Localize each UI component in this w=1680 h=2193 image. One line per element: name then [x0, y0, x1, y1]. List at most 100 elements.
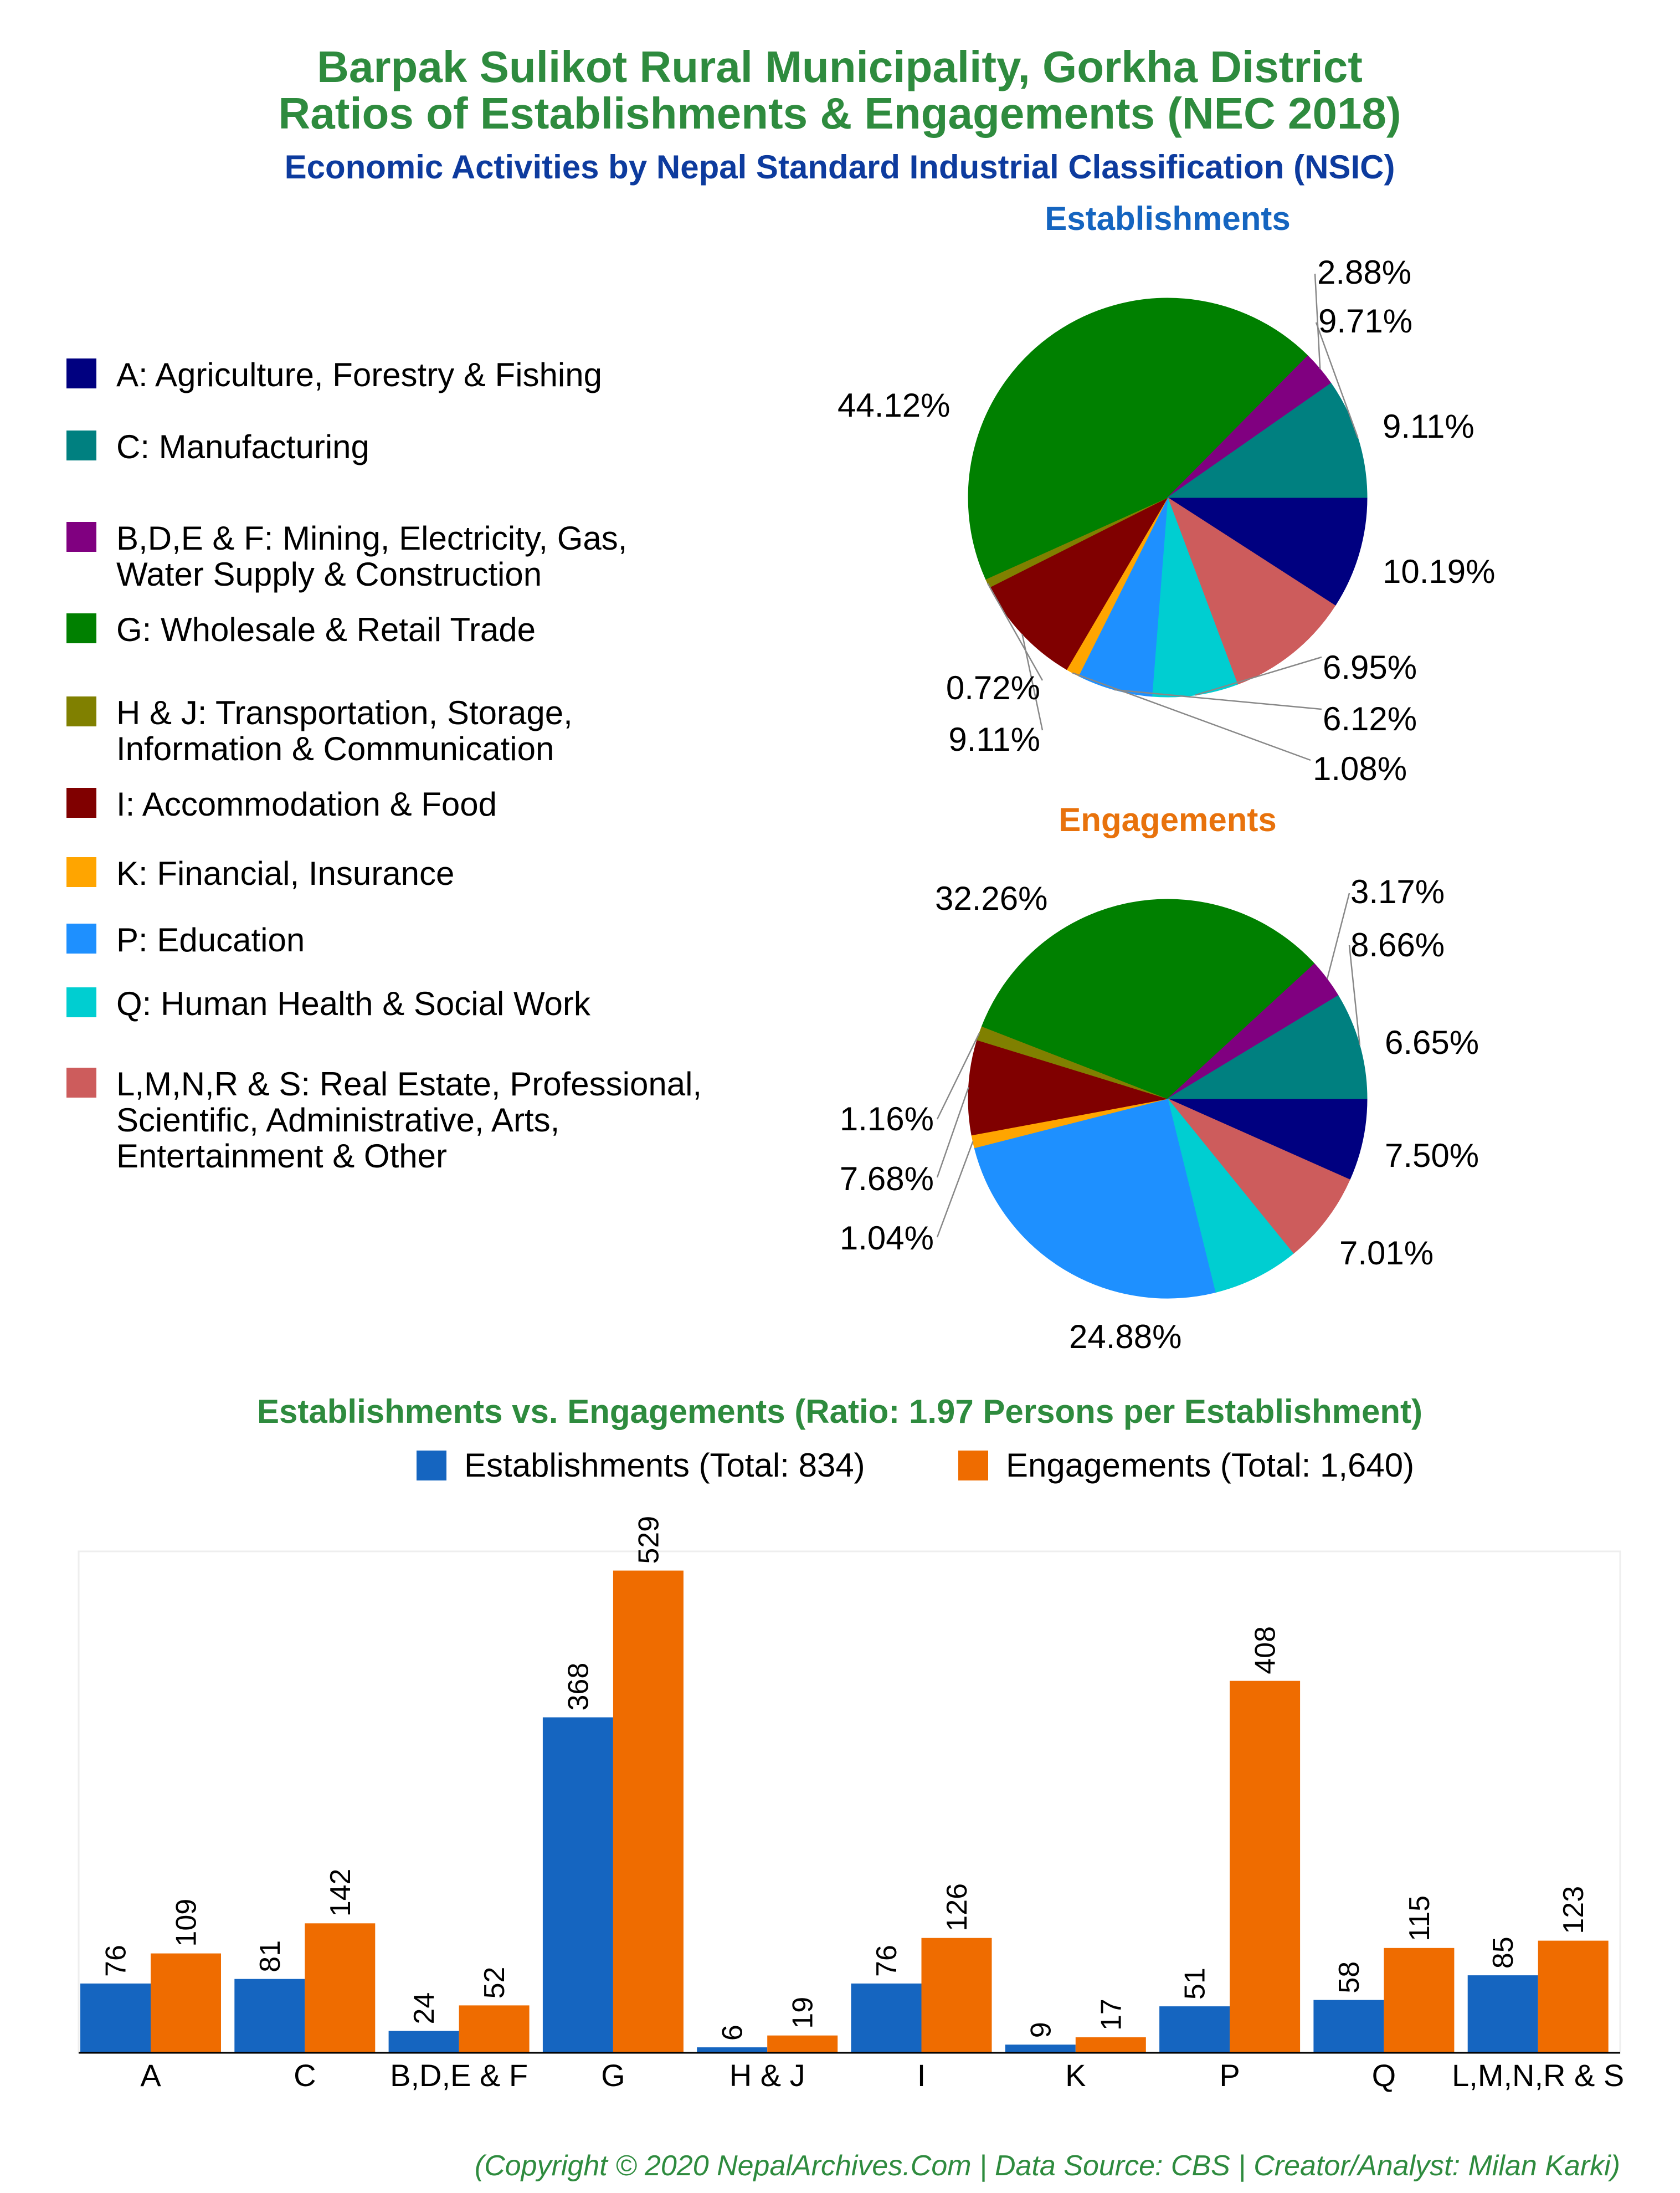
- bar-legend: Establishments (Total: 834) Engagements (…: [417, 1447, 1414, 1484]
- legend-swatch: [66, 1068, 96, 1098]
- pie-engagements-slice-l-m-n-r-s: [1167, 1098, 1350, 1254]
- bar-establishments-b-d-e-f: [388, 2031, 459, 2053]
- legend-swatch: [66, 613, 96, 643]
- bar-establishments-p: [1159, 2006, 1230, 2053]
- legend-swatch: [66, 431, 96, 460]
- pie-engagements-label-p: 24.88%: [1069, 1318, 1182, 1355]
- pie-establishments-leader-line: [1072, 672, 1311, 761]
- pie-establishments-slice-l-m-n-r-s: [1167, 496, 1336, 685]
- bar-establishments-i: [851, 1983, 922, 2053]
- bar-engagements-c: [305, 1923, 376, 2053]
- pie-establishments-label-k: 1.08%: [1313, 750, 1407, 787]
- pie-establishments-leader-line: [1314, 273, 1321, 369]
- pie-engagements-leader-line: [936, 1141, 974, 1238]
- pie-establishments-slice-g: [968, 298, 1308, 580]
- legend: A: Agriculture, Forestry & Fishing C: Man…: [66, 356, 702, 1175]
- bar-value-label: 115: [1404, 1895, 1436, 1941]
- pie-establishments-label-l-m-n-r-s: 10.19%: [1383, 553, 1496, 590]
- legend-label: I: Accommodation & Food: [116, 786, 497, 823]
- pie-establishments-leader-line: [1195, 656, 1322, 696]
- bar-legend-swatch-engagements: [958, 1451, 988, 1480]
- x-tick-label-h-j: H & J: [729, 2058, 805, 2093]
- pie-establishments-label-g: 44.12%: [838, 387, 951, 424]
- bar-engagements-a: [151, 1953, 221, 2053]
- bar-value-label: 9: [1025, 2022, 1057, 2038]
- bar-establishments-g: [542, 1717, 613, 2053]
- bar-value-label: 19: [787, 1997, 819, 2029]
- bar-value-label: 76: [871, 1945, 903, 1977]
- bar-value-label: 52: [479, 1967, 511, 1999]
- x-tick-label-l-m-n-r-s: L,M,N,R & S: [1452, 2058, 1624, 2093]
- pie-establishments-label-a: 9.11%: [1383, 408, 1475, 445]
- bar-value-label: 81: [254, 1940, 286, 1972]
- bar-value-label: 51: [1179, 1967, 1211, 2000]
- bar-engagements-b-d-e-f: [459, 2005, 530, 2053]
- title-line-1: Barpak Sulikot Rural Municipality, Gorkh…: [317, 42, 1363, 91]
- pie-engagements-slice-p: [974, 1098, 1216, 1299]
- pie-engagements-leader-line: [1348, 945, 1361, 1046]
- bar-value-label: 58: [1333, 1961, 1365, 1994]
- pie-engagements-label-k: 1.04%: [840, 1220, 934, 1257]
- pie-engagements-label-c: 8.66%: [1350, 926, 1445, 964]
- legend-label: Scientific, Administrative, Arts,: [116, 1101, 559, 1139]
- pie-establishments-label-q: 6.95%: [1323, 649, 1417, 686]
- legend-label: Information & Communication: [116, 730, 554, 767]
- legend-swatch: [66, 857, 96, 887]
- bar-chart-title: Establishments vs. Engagements (Ratio: 1…: [257, 1393, 1422, 1430]
- bar-value-label: 529: [633, 1516, 665, 1564]
- bar-engagements-q: [1384, 1948, 1455, 2053]
- bar-engagements-k: [1075, 2037, 1146, 2053]
- pie-engagements-label-g: 32.26%: [935, 880, 1048, 917]
- pie-establishments: 9.11% 10.19% 6.95% 6.12% 1.08% 9.11% 0.72% 44.1…: [838, 254, 1496, 787]
- pie-engagements: 6.65% 7.50% 7.01% 24.88% 1.04% 7.68% 1.16% 32.2…: [840, 873, 1479, 1355]
- legend-swatch: [66, 788, 96, 818]
- bar-chart: 76 109 A 81 142 C 24 52 B,D,E & F 368 529 G 6 19 H & J…: [78, 1516, 1624, 2093]
- x-tick-label-k: K: [1065, 2058, 1086, 2093]
- legend-swatch: [66, 696, 96, 726]
- legend-label: Water Supply & Construction: [116, 556, 542, 593]
- legend-label: Entertainment & Other: [116, 1138, 447, 1175]
- legend-label: B,D,E & F: Mining, Electricity, Gas,: [116, 520, 627, 557]
- bar-legend-label-engagements: Engagements (Total: 1,640): [1006, 1447, 1414, 1484]
- legend-label: L,M,N,R & S: Real Estate, Professional,: [116, 1065, 702, 1103]
- bar-establishments-h-j: [697, 2047, 768, 2053]
- legend-label: H & J: Transportation, Storage,: [116, 694, 573, 731]
- bar-value-label: 17: [1095, 1999, 1127, 2031]
- bar-engagements-g: [613, 1570, 684, 2053]
- legend-swatch: [66, 522, 96, 552]
- bar-establishments-q: [1313, 2000, 1384, 2053]
- pie-establishments-leader-line: [1114, 689, 1322, 710]
- bar-establishments-l-m-n-r-s: [1467, 1975, 1538, 2053]
- pie-engagements-leader-line: [936, 1033, 980, 1120]
- pie-engagements-leader-line: [1326, 893, 1350, 980]
- bar-engagements-p: [1230, 1680, 1301, 2053]
- pie-engagements-slice-i: [968, 1039, 1168, 1136]
- bar-value-label: 109: [171, 1899, 203, 1947]
- footer: (Copyright © 2020 NepalArchives.Com | Da…: [475, 2150, 1620, 2182]
- x-tick-label-a: A: [140, 2058, 161, 2093]
- bar-value-label: 408: [1250, 1626, 1282, 1674]
- bar-engagements-l-m-n-r-s: [1538, 1940, 1609, 2053]
- legend-swatch: [66, 358, 96, 388]
- pie-establishments-label-c: 9.71%: [1318, 303, 1412, 340]
- bar-engagements-h-j: [767, 2035, 838, 2053]
- pie-engagements-label-b-d-e-f: 3.17%: [1350, 873, 1445, 910]
- bar-legend-label-establishments: Establishments (Total: 834): [464, 1447, 865, 1484]
- pie-establishments-leader-line: [987, 583, 1044, 681]
- legend-swatch: [66, 987, 96, 1017]
- bar-establishments-k: [1005, 2045, 1076, 2053]
- pie-engagements-label-a: 6.65%: [1385, 1024, 1479, 1061]
- bar-value-label: 24: [408, 1992, 440, 2025]
- pie-engagements-leader-line: [936, 1087, 969, 1178]
- pie-establishments-title: Establishments: [1045, 200, 1290, 237]
- x-tick-label-p: P: [1219, 2058, 1240, 2093]
- legend-label: G: Wholesale & Retail Trade: [116, 611, 536, 648]
- pie-establishments-label-b-d-e-f: 2.88%: [1317, 254, 1411, 291]
- x-tick-label-i: I: [917, 2058, 926, 2093]
- bar-establishments-c: [234, 1979, 305, 2053]
- pie-engagements-slice-g: [981, 899, 1315, 1099]
- bar-value-label: 126: [941, 1883, 973, 1931]
- x-tick-label-q: Q: [1372, 2058, 1396, 2093]
- legend-label: K: Financial, Insurance: [116, 855, 454, 892]
